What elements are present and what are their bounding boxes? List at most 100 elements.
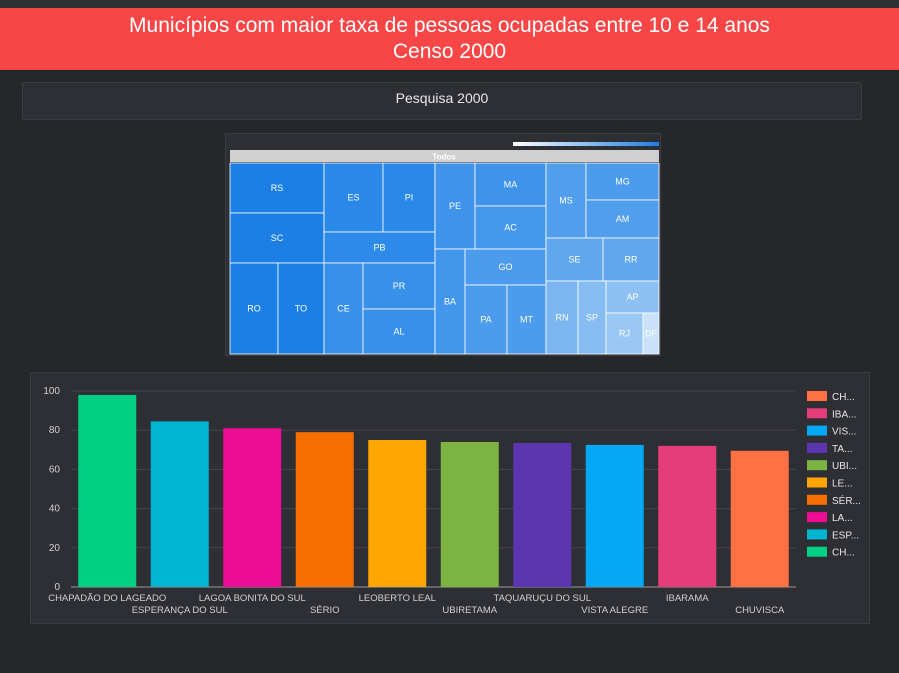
legend-label: TA... [832,444,852,455]
treemap-cell-go[interactable]: GO [464,248,547,286]
treemap-cell-ce[interactable]: CE [323,262,364,355]
legend-item[interactable]: CH... [807,391,855,403]
treemap-cell-label: DF [645,329,657,339]
legend-label: UBI... [832,461,857,472]
bar[interactable] [513,442,572,587]
treemap-cell-label: AC [504,223,517,233]
bar[interactable] [78,394,137,587]
bar[interactable] [368,440,427,587]
treemap-cell-rect[interactable] [585,199,660,239]
treemap-cell-rect[interactable] [362,308,436,355]
treemap-cell-ap[interactable]: AP [605,280,660,314]
bar[interactable] [440,441,499,587]
treemap-cell-mg[interactable]: MG [585,162,660,201]
legend-item[interactable]: ESP... [807,529,859,541]
legend-item[interactable]: IBA... [807,408,856,420]
legend-item[interactable]: VIS... [807,425,856,438]
treemap-cell-rj[interactable]: RJ [605,312,644,355]
treemap-cell-rect[interactable] [642,312,660,355]
legend-label: VIS... [832,427,856,438]
bar[interactable] [730,450,789,587]
treemap-panel: Todos RS SC RO TO ES PI PB CE PR AL PE BA MA AC GO PA MT… [225,133,661,356]
bar[interactable] [658,445,717,587]
treemap-cell-rect[interactable] [585,162,660,201]
x-tick-label: UBIRETAMA [442,605,497,616]
treemap-cell-rect[interactable] [362,262,436,310]
treemap-cell-label: RR [625,255,638,265]
treemap-cell-pe[interactable]: PE [434,162,476,250]
treemap-cell-rect[interactable] [323,262,364,355]
bar[interactable] [150,421,209,587]
legend-item[interactable]: SÉR... [807,494,861,507]
legend-swatch [807,546,827,557]
treemap-cell-rect[interactable] [434,162,476,250]
treemap-cell-rect[interactable] [382,162,436,233]
bar[interactable] [585,444,644,587]
treemap-root-header[interactable] [230,150,659,162]
treemap-cell-rect[interactable] [323,231,436,264]
bar[interactable] [295,432,354,587]
y-tick-label: 0 [54,582,60,593]
y-tick-label: 100 [43,386,60,397]
treemap-cell-sc[interactable]: SC [229,212,325,264]
treemap-cell-rr[interactable]: RR [602,237,660,282]
treemap-cell-rect[interactable] [602,237,660,282]
treemap-cell-ms[interactable]: MS [545,162,587,239]
treemap-cell-pa[interactable]: PA [464,284,508,355]
dashboard-title: Municípios com maior taxa de pessoas ocu… [129,14,770,37]
treemap-cell-rect[interactable] [323,162,384,233]
treemap-cell-label: RJ [619,329,630,339]
treemap-cell-rect[interactable] [474,205,547,250]
treemap-cell-ro[interactable]: RO [229,262,279,355]
treemap-cell-label: SP [586,313,598,323]
treemap-cell-df[interactable]: DF [642,312,660,355]
survey-filter[interactable]: Pesquisa 2000 [22,82,862,120]
treemap-cell-rect[interactable] [545,162,587,239]
treemap-cell-label: PB [373,243,385,253]
legend-item[interactable]: TA... [807,442,852,455]
legend-swatch [807,529,827,540]
treemap-cell-pb[interactable]: PB [323,231,436,264]
treemap-cell-al[interactable]: AL [362,308,436,355]
treemap-cell-label: TO [295,304,307,314]
treemap-cell-rect[interactable] [577,280,607,355]
x-tick-label: LAGOA BONITA DO SUL [199,593,306,604]
treemap-cell-pr[interactable]: PR [362,262,436,310]
treemap-cell-ma[interactable]: MA [474,162,547,207]
legend-item[interactable]: LE... [807,477,853,490]
treemap-cell-se[interactable]: SE [545,237,604,282]
treemap-cell-es[interactable]: ES [323,162,384,233]
dashboard-header: Municípios com maior taxa de pessoas ocu… [0,8,899,70]
treemap-cell-sp[interactable]: SP [577,280,607,355]
legend-item[interactable]: LA... [807,512,853,524]
treemap-cell-ac[interactable]: AC [474,205,547,250]
treemap-cell-rect[interactable] [464,248,547,286]
x-tick-label: CHAPADÃO DO LAGEADO [48,593,166,604]
treemap-cell-mt[interactable]: MT [506,284,547,355]
treemap-cell-rect[interactable] [605,280,660,314]
treemap-cell-label: AL [393,327,404,337]
x-tick-label: ESPERANÇA DO SUL [132,605,228,616]
treemap-cell-ba[interactable]: BA [434,248,466,355]
treemap-cell-label: MS [559,196,573,206]
legend-swatch [807,391,827,401]
treemap-cell-label: PR [393,281,406,291]
legend-item[interactable]: UBI... [807,460,857,472]
treemap-cell-label: PA [480,315,491,325]
treemap-cell-pi[interactable]: PI [382,162,436,233]
treemap-cell-rs[interactable]: RS [229,162,325,214]
treemap-cell-label: ES [347,193,359,203]
treemap-cell-label: SC [271,233,284,243]
bar-chart: 0 20 40 60 80 100 CHAPADÃO DO LAGEADOESPERANÇ… [43,386,861,616]
survey-filter-label: Pesquisa 2000 [395,90,489,106]
x-tick-label: IBARAMA [666,593,709,604]
treemap-cell-to[interactable]: TO [277,262,325,355]
treemap-cell-rect[interactable] [434,248,466,355]
treemap-cell-rect[interactable] [474,162,547,207]
legend-item[interactable]: CH... [807,546,855,559]
treemap-cell-label: MT [520,315,533,325]
treemap-cell-rn[interactable]: RN [545,280,579,355]
treemap-cell-am[interactable]: AM [585,199,660,239]
bar[interactable] [223,428,282,587]
treemap-cell-label: BA [444,297,456,307]
